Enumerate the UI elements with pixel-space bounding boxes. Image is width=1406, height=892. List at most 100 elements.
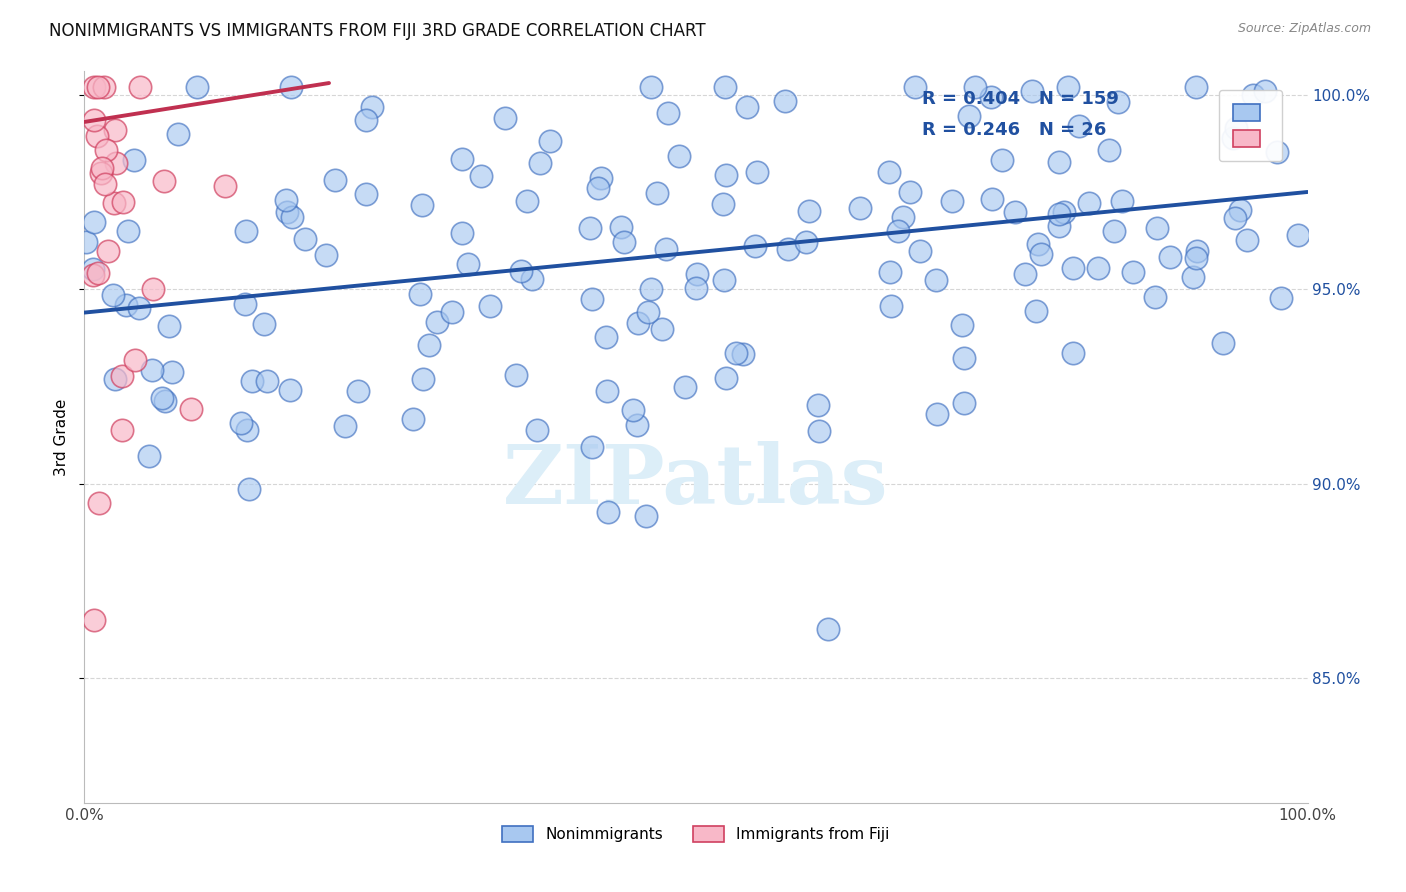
Point	[1031, 246, 1053, 260]
Point	[626, 417, 648, 432]
Point	[1229, 202, 1251, 217]
Point	[991, 153, 1014, 168]
Point	[849, 201, 872, 215]
Point	[596, 505, 619, 519]
Point	[124, 352, 146, 367]
Point	[609, 219, 631, 234]
Point	[731, 346, 754, 360]
Point	[153, 173, 176, 187]
Point	[673, 379, 696, 393]
Point	[1047, 207, 1070, 221]
Point	[111, 194, 134, 209]
Point	[101, 288, 124, 302]
Point	[640, 79, 662, 94]
Point	[83, 79, 105, 94]
Text: R = 0.246   N = 26: R = 0.246 N = 26	[922, 121, 1107, 139]
Point	[953, 395, 976, 409]
Point	[526, 423, 548, 437]
Point	[229, 416, 252, 430]
Point	[440, 305, 463, 319]
Point	[1212, 336, 1234, 351]
Point	[104, 372, 127, 386]
Point	[1111, 194, 1133, 208]
Point	[1062, 346, 1084, 360]
Point	[361, 100, 384, 114]
Point	[1047, 155, 1070, 169]
Point	[75, 235, 97, 249]
Point	[418, 337, 440, 351]
Point	[965, 79, 987, 94]
Point	[613, 235, 636, 249]
Point	[925, 407, 948, 421]
Point	[1025, 303, 1047, 318]
Point	[256, 374, 278, 388]
Point	[409, 287, 432, 301]
Point	[82, 261, 104, 276]
Point	[520, 271, 543, 285]
Point	[1241, 88, 1264, 103]
Point	[1107, 95, 1129, 110]
Point	[253, 317, 276, 331]
Point	[1014, 267, 1036, 281]
Point	[581, 440, 603, 454]
Point	[315, 247, 337, 261]
Point	[402, 411, 425, 425]
Point	[186, 79, 208, 94]
Point	[735, 100, 758, 114]
Point	[104, 156, 127, 170]
Point	[103, 195, 125, 210]
Point	[354, 187, 377, 202]
Point	[93, 79, 115, 94]
Point	[713, 80, 735, 95]
Point	[796, 235, 818, 250]
Point	[651, 322, 673, 336]
Point	[980, 90, 1002, 104]
Point	[877, 165, 900, 179]
Point	[645, 186, 668, 200]
Point	[1159, 250, 1181, 264]
Point	[82, 268, 104, 283]
Point	[122, 153, 145, 168]
Point	[686, 267, 709, 281]
Point	[138, 450, 160, 464]
Point	[354, 113, 377, 128]
Point	[451, 153, 474, 167]
Point	[233, 297, 256, 311]
Point	[87, 496, 110, 510]
Point	[640, 282, 662, 296]
Point	[657, 105, 679, 120]
Point	[180, 401, 202, 416]
Point	[1270, 291, 1292, 305]
Point	[97, 244, 120, 258]
Point	[578, 221, 600, 235]
Point	[716, 371, 738, 385]
Point	[529, 155, 551, 169]
Point	[637, 304, 659, 318]
Point	[1225, 121, 1247, 136]
Point	[111, 369, 134, 384]
Point	[86, 128, 108, 143]
Point	[150, 391, 173, 405]
Point	[744, 239, 766, 253]
Point	[412, 371, 434, 385]
Point	[1185, 244, 1208, 259]
Point	[1047, 219, 1070, 233]
Point	[214, 178, 236, 193]
Point	[538, 134, 561, 148]
Point	[1087, 261, 1109, 276]
Point	[776, 243, 799, 257]
Point	[773, 94, 796, 108]
Point	[141, 363, 163, 377]
Point	[1222, 130, 1244, 145]
Point	[627, 316, 650, 330]
Point	[236, 423, 259, 437]
Text: ZIPatlas: ZIPatlas	[503, 441, 889, 521]
Point	[238, 482, 260, 496]
Point	[1254, 84, 1277, 98]
Point	[1056, 79, 1078, 94]
Point	[711, 196, 734, 211]
Point	[879, 299, 901, 313]
Point	[980, 192, 1002, 206]
Point	[87, 79, 110, 94]
Point	[1185, 252, 1208, 266]
